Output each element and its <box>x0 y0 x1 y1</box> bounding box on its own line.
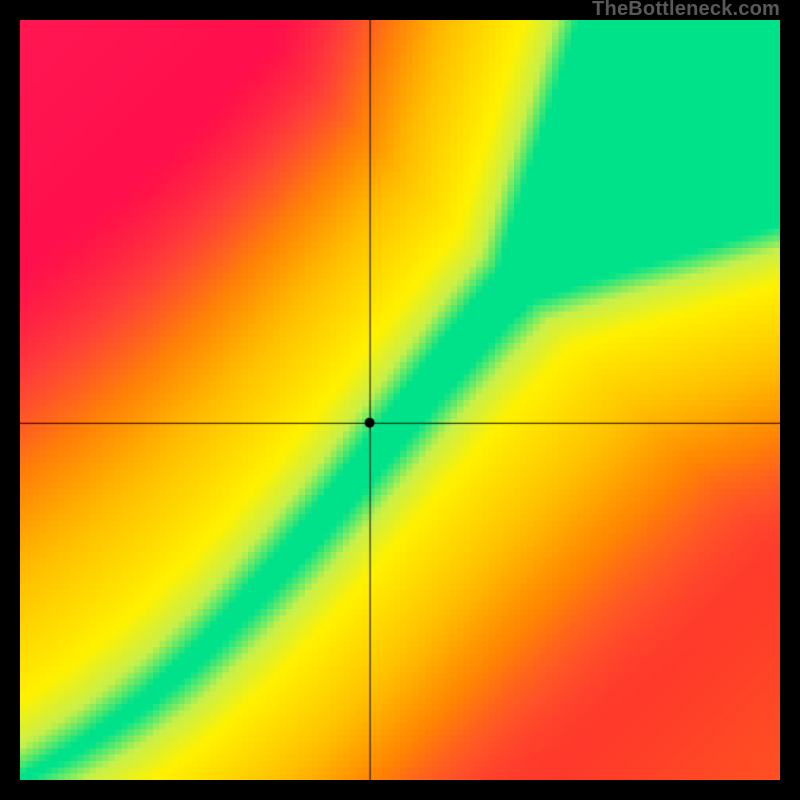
crosshair-overlay <box>20 20 780 780</box>
chart-container: TheBottleneck.com <box>20 20 780 780</box>
watermark-text: TheBottleneck.com <box>592 0 780 21</box>
